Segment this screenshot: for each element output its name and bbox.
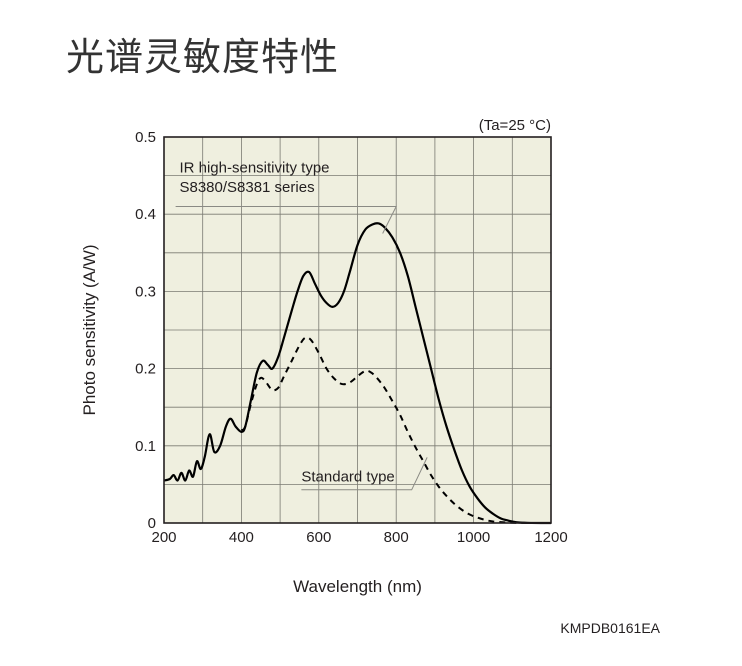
ir-high-sensitivity-curve [163,222,552,525]
ir-series-label-line-1: IR high-sensitivity type [179,160,329,177]
standard-series-label: Standard type [301,468,394,485]
x-tick-label: 600 [306,529,331,546]
y-tick-label: 0.2 [135,361,156,378]
y-tick-label: 0.5 [135,129,156,146]
y-tick-label: 0 [148,515,156,532]
x-tick-label: 800 [384,529,409,546]
y-tick-labels: 0 0.1 0.2 0.3 0.4 0.5 [135,129,156,532]
figure-code: KMPDB0161EA [560,620,660,636]
x-axis-label: Wavelength (nm) [293,577,422,596]
x-tick-label: 1000 [457,529,490,546]
annotation-leaders [175,205,428,491]
y-tick-label: 0.3 [135,283,156,300]
y-axis-label: Photo sensitivity (A/W) [80,245,99,416]
page-title: 光谱灵敏度特性 [66,35,340,79]
y-tick-label: 0.1 [135,438,156,455]
curves [163,222,552,525]
y-tick-label: 0.4 [135,206,156,223]
condition-note: (Ta=25 °C) [479,117,551,134]
plot-frame [163,136,552,524]
ir-series-label-line-2: S8380/S8381 series [179,179,314,196]
x-tick-labels: 200 400 600 800 1000 1200 [151,529,567,546]
standard-label-leader [301,457,428,491]
x-tick-label: 200 [151,529,176,546]
x-tick-label: 1200 [534,529,567,546]
x-tick-label: 400 [229,529,254,546]
ir-label-leader [175,205,398,234]
